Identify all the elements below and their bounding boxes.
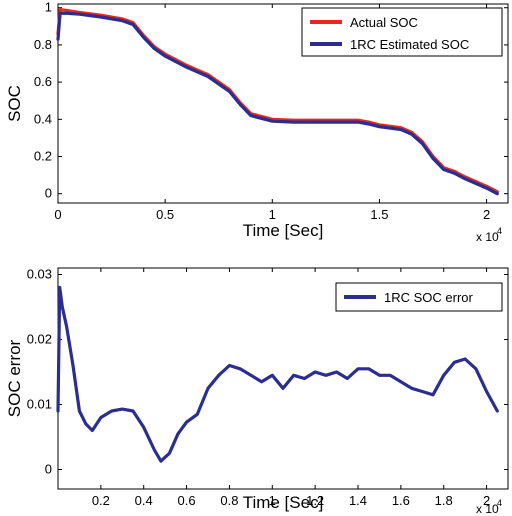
y-tick-label: 0.4 xyxy=(34,111,52,126)
x-tick-label: 1.4 xyxy=(349,493,367,508)
y-axis-label: SOC error xyxy=(5,339,24,417)
x-tick-label: 1 xyxy=(269,207,276,222)
y-tick-label: 0.8 xyxy=(34,37,52,52)
series-line-1-2 xyxy=(56,11,499,196)
x-tick-label: 2 xyxy=(483,207,490,222)
x-tick-label: 0.4 xyxy=(135,493,153,508)
x-tick-label: 2 xyxy=(483,493,490,508)
x-tick-label: 0.6 xyxy=(178,493,196,508)
x-scale-exponent: 4 xyxy=(497,498,502,508)
legend-entry-label: 1RC SOC error xyxy=(384,290,474,305)
x-axis-label: Time [Sec] xyxy=(243,493,324,512)
y-tick-label: 0.2 xyxy=(34,149,52,164)
series-line-2-1 xyxy=(56,285,499,463)
y-tick-label: 0 xyxy=(45,462,52,477)
x-tick-label: 1.2 xyxy=(306,493,324,508)
y-tick-label: 1 xyxy=(45,0,52,15)
y-tick-label: 0.03 xyxy=(27,267,52,282)
x-scale-multiplier: x 10 xyxy=(476,230,499,244)
y-tick-label: 0.02 xyxy=(27,332,52,347)
x-tick-label: 1.6 xyxy=(392,493,410,508)
x-tick-label: 0.2 xyxy=(92,493,110,508)
x-scale-multiplier: x 10 xyxy=(476,502,499,516)
legend-1: Actual SOC 1RC Estimated SOC xyxy=(301,7,503,57)
x-tick-label: 1 xyxy=(269,493,276,508)
x-tick-label: 0 xyxy=(54,207,61,222)
x-tick-label: 1.5 xyxy=(370,207,388,222)
y-axis-label: SOC xyxy=(5,85,24,122)
legend-entry-label: 1RC Estimated SOC xyxy=(350,37,469,52)
y-tick-label: 0.01 xyxy=(27,397,52,412)
y-tick-label: 0.6 xyxy=(34,74,52,89)
legend-entry-label: Actual SOC xyxy=(350,15,418,30)
chart-panel-2: 0.2 0.4 0.6 0.8 1 1.2 1.4 1.6 1.8 2 0 0.01 0.02 0.03 T… xyxy=(5,267,509,516)
legend-box xyxy=(301,7,503,57)
y-tick-label: 0 xyxy=(45,186,52,201)
x-scale-exponent: 4 xyxy=(497,226,502,236)
x-tick-label: 0.8 xyxy=(220,493,238,508)
x-axis-label: Time [Sec] xyxy=(243,221,324,240)
legend-2: 1RC SOC error xyxy=(335,282,503,312)
x-tick-label: 1.8 xyxy=(435,493,453,508)
x-tick-label: 0.5 xyxy=(156,207,174,222)
